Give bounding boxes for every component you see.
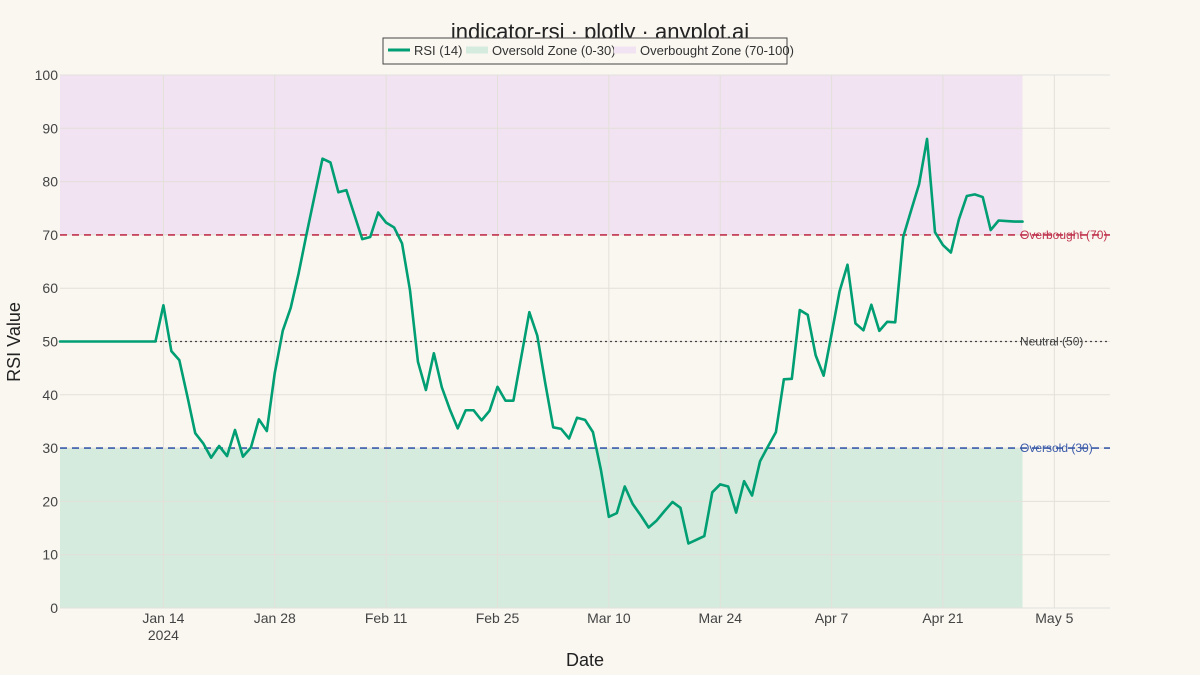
y-tick-label: 80 bbox=[42, 174, 58, 190]
x-tick-label: Jan 28 bbox=[254, 610, 296, 626]
reference-lines bbox=[60, 234, 1110, 449]
reference-label-70: Overbought (70) bbox=[1020, 228, 1107, 242]
x-tick-label: Jan 14 bbox=[142, 610, 184, 626]
x-tick-label: May 5 bbox=[1035, 610, 1073, 626]
x-tick-label: Mar 10 bbox=[587, 610, 631, 626]
legend-overbought-label: Overbought Zone (70-100) bbox=[640, 43, 794, 58]
series-layer bbox=[58, 137, 1024, 545]
reference-labels: Overbought (70) Neutral (50) Oversold (30) bbox=[1020, 228, 1107, 455]
reference-label-50: Neutral (50) bbox=[1020, 335, 1083, 349]
reference-label-30: Oversold (30) bbox=[1020, 441, 1093, 455]
y-tick-label: 70 bbox=[42, 227, 58, 243]
zone-fills bbox=[60, 75, 1023, 608]
y-tick-label: 60 bbox=[42, 280, 58, 296]
y-tick-label: 90 bbox=[42, 120, 58, 136]
legend-oversold-label: Oversold Zone (0-30) bbox=[492, 43, 616, 58]
y-tick-label: 50 bbox=[42, 334, 58, 350]
y-tick-label: 100 bbox=[35, 67, 59, 83]
x-tick-label: Apr 21 bbox=[922, 610, 963, 626]
oversold-zone bbox=[60, 448, 1023, 608]
legend-box bbox=[382, 37, 788, 65]
y-tick-label: 10 bbox=[42, 547, 58, 563]
x-tick-label: Feb 11 bbox=[365, 610, 408, 626]
x-tick-label: Apr 7 bbox=[815, 610, 849, 626]
x-tick-sublabel: 2024 bbox=[148, 627, 179, 643]
y-tick-label: 30 bbox=[42, 440, 58, 456]
y-tick-label: 0 bbox=[50, 600, 58, 616]
y-tick-label: 20 bbox=[42, 493, 58, 509]
y-tick-labels: 0 10 20 30 40 50 60 70 80 90 100 bbox=[35, 67, 59, 616]
legend-rsi-label: RSI (14) bbox=[414, 43, 462, 58]
y-axis-title: RSI Value bbox=[4, 302, 24, 382]
x-axis-title: Date bbox=[566, 650, 604, 670]
x-tick-label: Feb 25 bbox=[476, 610, 520, 626]
y-tick-label: 40 bbox=[42, 387, 58, 403]
rsi-series-line bbox=[58, 137, 1024, 545]
legend: RSI (14) Oversold Zone (0-30) Overbought… bbox=[382, 37, 794, 65]
overbought-zone bbox=[60, 75, 1023, 235]
x-tick-label: Mar 24 bbox=[698, 610, 742, 626]
